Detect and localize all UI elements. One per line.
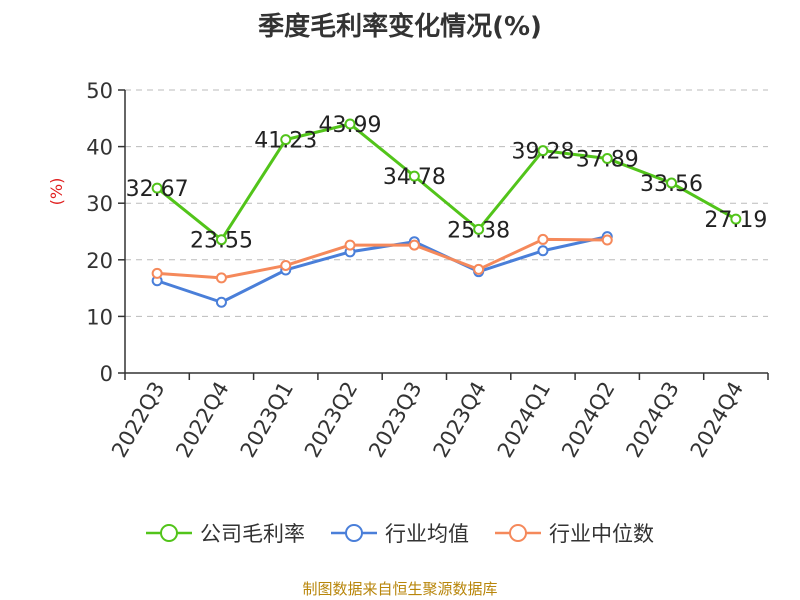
x-tick-label: 2022Q4 bbox=[171, 378, 233, 462]
data-point bbox=[280, 259, 292, 271]
data-point bbox=[666, 177, 678, 189]
data-point bbox=[730, 213, 742, 225]
data-point bbox=[215, 272, 227, 284]
data-label: 32.67 bbox=[126, 177, 189, 202]
y-tick-label: 20 bbox=[86, 249, 113, 273]
legend-marker-icon bbox=[495, 524, 541, 542]
data-point bbox=[601, 153, 613, 165]
x-tick-label: 2022Q3 bbox=[107, 378, 169, 462]
legend-item[interactable]: 行业中位数 bbox=[495, 518, 654, 548]
legend-circle bbox=[345, 524, 363, 542]
y-tick-label: 30 bbox=[86, 192, 113, 216]
data-point bbox=[344, 239, 356, 251]
x-tick-label: 2024Q1 bbox=[493, 378, 555, 462]
data-label: 34.78 bbox=[383, 165, 446, 190]
legend: 公司毛利率 行业均值 行业中位数 bbox=[0, 518, 800, 548]
series-line bbox=[156, 122, 737, 242]
data-point bbox=[151, 182, 163, 194]
data-label: 39.28 bbox=[511, 140, 574, 165]
data-point bbox=[344, 118, 356, 130]
y-axis-label: (%) bbox=[47, 178, 66, 206]
data-point bbox=[537, 233, 549, 245]
y-tick-label: 10 bbox=[86, 305, 113, 329]
legend-label: 行业均值 bbox=[385, 522, 469, 546]
data-label: 41.23 bbox=[254, 129, 317, 154]
legend-label: 行业中位数 bbox=[549, 522, 654, 546]
legend-item[interactable]: 行业均值 bbox=[331, 518, 469, 548]
data-point bbox=[601, 234, 613, 246]
data-point bbox=[215, 234, 227, 246]
data-point bbox=[473, 223, 485, 235]
x-tick-label: 2024Q2 bbox=[557, 378, 619, 462]
x-tick-label: 2023Q1 bbox=[236, 378, 298, 462]
y-tick-label: 50 bbox=[86, 79, 113, 103]
chart-title: 季度毛利率变化情况(%) bbox=[258, 12, 542, 42]
series-line bbox=[156, 235, 608, 304]
data-label: 43.99 bbox=[319, 113, 382, 138]
data-label: 25.38 bbox=[447, 218, 510, 243]
legend-circle bbox=[160, 524, 178, 542]
legend-circle bbox=[509, 524, 527, 542]
y-tick-label: 40 bbox=[86, 136, 113, 160]
legend-label: 公司毛利率 bbox=[200, 522, 305, 546]
x-tick-label: 2024Q4 bbox=[686, 378, 748, 462]
data-point bbox=[537, 145, 549, 157]
data-point bbox=[151, 267, 163, 279]
chart-source: 制图数据来自恒生聚源数据库 bbox=[302, 580, 498, 598]
legend-marker-icon bbox=[146, 524, 192, 542]
x-tick-label: 2024Q3 bbox=[621, 378, 683, 462]
x-tick-label: 2023Q2 bbox=[300, 378, 362, 462]
y-tick-label: 0 bbox=[100, 362, 113, 386]
series-line bbox=[157, 237, 608, 280]
data-label: 27.19 bbox=[704, 208, 767, 233]
data-point bbox=[215, 296, 227, 308]
legend-marker-icon bbox=[331, 524, 377, 542]
data-point bbox=[473, 263, 485, 275]
legend-item[interactable]: 公司毛利率 bbox=[146, 518, 305, 548]
data-point bbox=[408, 239, 420, 251]
data-label: 37.89 bbox=[576, 148, 639, 173]
data-point bbox=[537, 245, 549, 257]
series-lines bbox=[151, 118, 742, 308]
data-label: 23.55 bbox=[190, 229, 253, 254]
x-tick-label: 2023Q4 bbox=[429, 378, 491, 462]
data-point bbox=[280, 134, 292, 146]
data-point bbox=[408, 170, 420, 182]
data-label: 33.56 bbox=[640, 172, 703, 197]
x-tick-label: 2023Q3 bbox=[364, 378, 426, 462]
